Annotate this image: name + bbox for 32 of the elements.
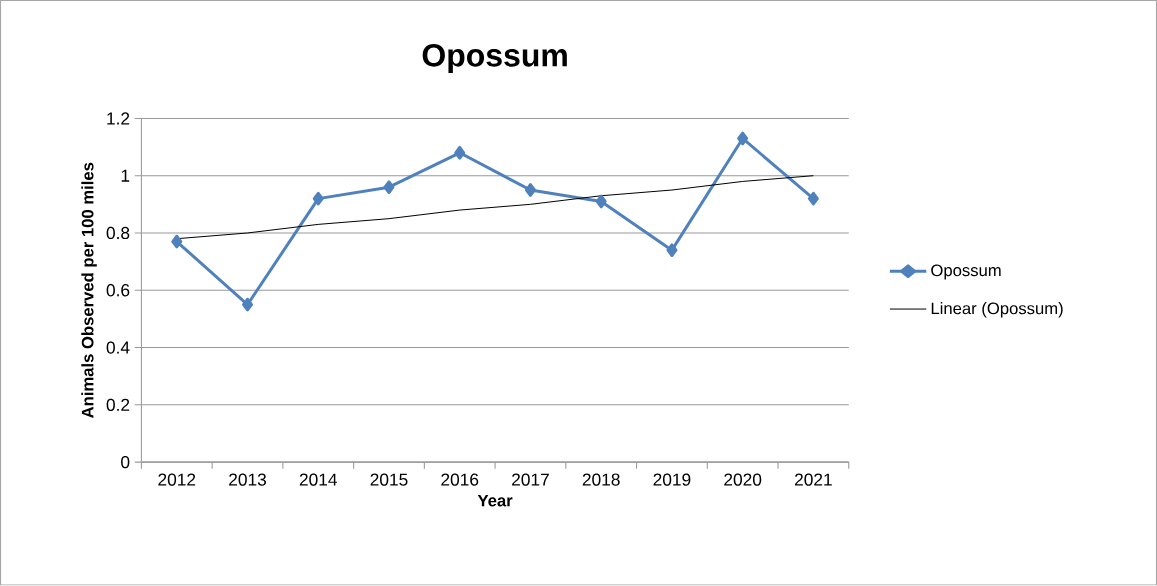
x-tick-label: 2012 [158, 473, 196, 486]
y-tick-label: 1.2 [107, 112, 130, 125]
x-tick-label: 2019 [653, 473, 691, 486]
point [242, 297, 254, 312]
chart-title: Opossum [422, 44, 567, 74]
y-tick-label: 0.6 [106, 284, 130, 297]
y-tick-label: 0.4 [106, 341, 130, 354]
y-tick-label: 1 [121, 169, 130, 182]
legend-label: Linear (Opossum) [931, 302, 1063, 318]
y-axis-title: Animals Observed per 100 miles [81, 163, 97, 419]
legend-label: Opossum [931, 264, 1001, 280]
x-tick-label: 2021 [795, 473, 832, 486]
x-tick-label: 2018 [582, 473, 620, 486]
x-tick-label: 2020 [724, 473, 762, 486]
x-tick-label: 2015 [370, 473, 408, 486]
point [171, 234, 183, 249]
y-tick-label: 0.8 [106, 227, 130, 240]
point [737, 131, 749, 146]
x-tick-label: 2013 [229, 473, 267, 486]
x-tick-label: 2014 [299, 473, 337, 486]
x-axis-title: Year [477, 495, 513, 507]
point [454, 146, 466, 160]
point [666, 243, 678, 258]
y-tick-label: 0 [121, 456, 130, 469]
x-tick-label: 2017 [512, 473, 549, 486]
point [524, 183, 536, 198]
x-tick-label: 2016 [441, 473, 479, 486]
y-tick-label: 0.2 [106, 398, 130, 412]
point [807, 192, 819, 206]
point [383, 180, 395, 195]
point [312, 192, 324, 206]
point [595, 194, 607, 209]
